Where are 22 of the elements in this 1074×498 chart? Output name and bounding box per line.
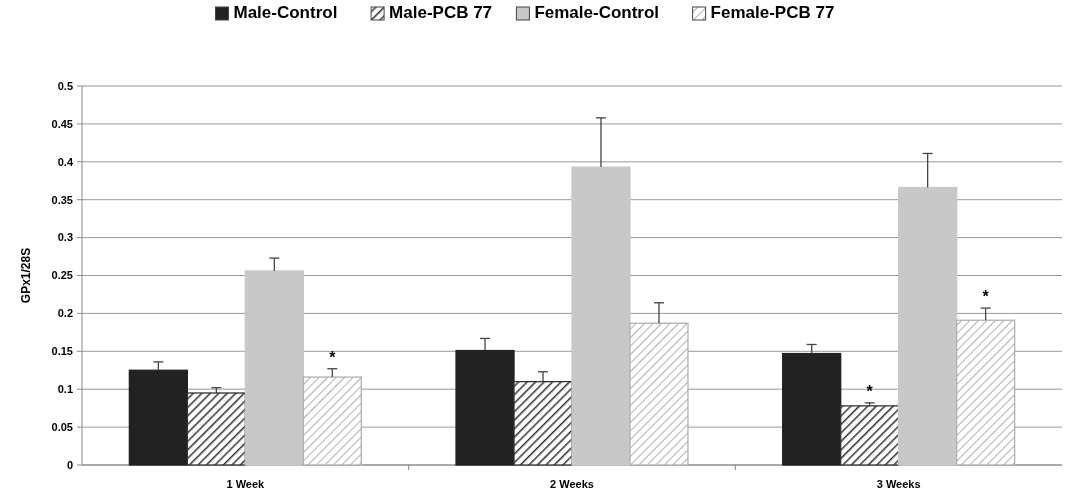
data-label: * [982, 288, 990, 306]
y-tick-label: 0 [66, 458, 73, 471]
y-tick-label: 0.35 [51, 193, 73, 206]
y-tick-label: 0.5 [57, 79, 73, 92]
y-tick-label: 0.15 [51, 345, 73, 358]
y-tick-label: 0.45 [51, 117, 73, 130]
legend-label: Female-PCB 77 [710, 3, 835, 22]
y-tick-label: 0.25 [51, 269, 73, 282]
data-label: * [866, 382, 874, 400]
data-label: * [329, 348, 337, 366]
x-tick-label: 1 Week [226, 478, 266, 490]
y-axis-title: GPx1/28S [19, 247, 33, 304]
legend-label: Male-Control [233, 3, 338, 22]
y-tick-label: 0.2 [57, 307, 73, 320]
y-tick-label: 0.4 [57, 155, 74, 168]
legend-label: Female-Control [534, 3, 660, 22]
y-tick-label: 0.3 [57, 231, 73, 244]
x-tick-label: 2 Weeks [550, 478, 594, 490]
x-tick-label: 3 Weeks [876, 478, 921, 490]
y-tick-label: 0.05 [51, 420, 73, 433]
y-tick-label: 0.1 [57, 383, 73, 396]
legend-label: Male-PCB 77 [389, 3, 493, 22]
